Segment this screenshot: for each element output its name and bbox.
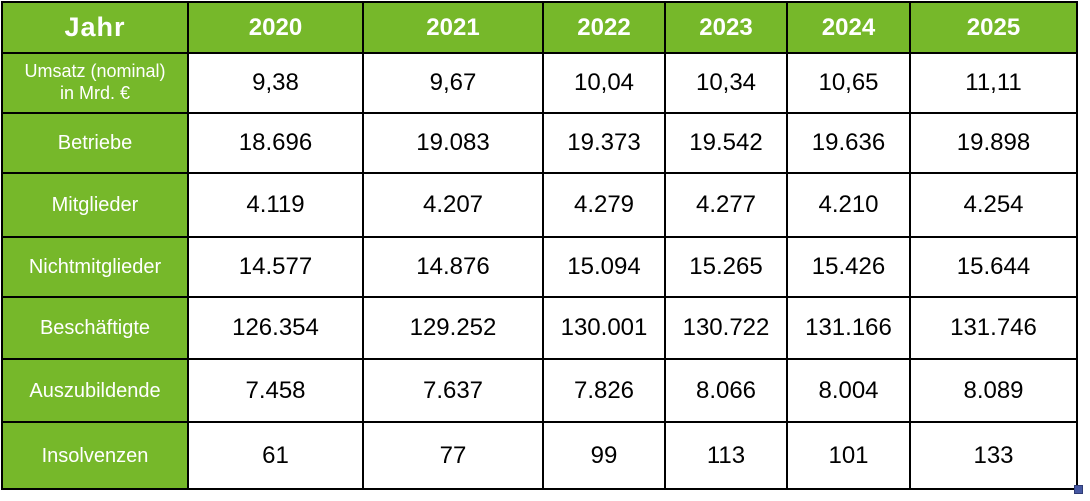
data-cell: 4.279 (542, 172, 666, 238)
row-label-auszubildende: Auszubildende (1, 358, 189, 423)
data-cell: 19.898 (909, 112, 1078, 174)
data-cell: 19.083 (362, 112, 544, 174)
table-row-auszubildende: Auszubildende 7.458 7.637 7.826 8.066 8.… (1, 358, 1078, 423)
data-cell: 130.001 (542, 296, 666, 360)
data-cell: 77 (362, 421, 544, 490)
data-cell: 18.696 (187, 112, 364, 174)
row-label-line1: Umsatz (nominal) (24, 61, 166, 82)
data-cell: 14.577 (187, 236, 364, 298)
data-cell: 15.644 (909, 236, 1078, 298)
row-label-beschaeftigte: Beschäftigte (1, 296, 189, 360)
data-cell: 10,65 (786, 52, 911, 114)
table-row-nichtmitglieder: Nichtmitglieder 14.577 14.876 15.094 15.… (1, 236, 1078, 298)
data-cell: 113 (664, 421, 788, 490)
data-cell: 14.876 (362, 236, 544, 298)
row-label-line1: Beschäftigte (39, 317, 151, 339)
data-cell: 133 (909, 421, 1078, 490)
data-cell: 101 (786, 421, 911, 490)
row-label-umsatz: Umsatz (nominal) in Mrd. € (1, 52, 189, 114)
data-cell: 10,34 (664, 52, 788, 114)
data-cell: 4.207 (362, 172, 544, 238)
data-cell: 15.094 (542, 236, 666, 298)
data-cell: 9,67 (362, 52, 544, 114)
data-cell: 4.119 (187, 172, 364, 238)
data-cell: 19.373 (542, 112, 666, 174)
data-cell: 4.277 (664, 172, 788, 238)
data-cell: 4.210 (786, 172, 911, 238)
data-cell: 8.004 (786, 358, 911, 423)
data-cell: 99 (542, 421, 666, 490)
data-cell: 61 (187, 421, 364, 490)
data-cell: 126.354 (187, 296, 364, 360)
data-cell: 7.458 (187, 358, 364, 423)
row-label-insolvenzen: Insolvenzen (1, 421, 189, 490)
header-row: Jahr 2020 2021 2022 2023 2024 2025 (1, 1, 1078, 54)
year-header-2021: 2021 (362, 1, 544, 54)
row-label-mitglieder: Mitglieder (1, 172, 189, 238)
data-cell: 4.254 (909, 172, 1078, 238)
table-row-mitglieder: Mitglieder 4.119 4.207 4.279 4.277 4.210… (1, 172, 1078, 238)
data-cell: 7.826 (542, 358, 666, 423)
statistics-table: Jahr 2020 2021 2022 2023 2024 2025 Umsat… (1, 1, 1078, 490)
table-row-umsatz: Umsatz (nominal) in Mrd. € 9,38 9,67 10,… (1, 52, 1078, 114)
year-header-2020: 2020 (187, 1, 364, 54)
row-label-line2: in Mrd. € (59, 83, 131, 103)
corner-header-jahr: Jahr (1, 1, 189, 54)
year-header-2023: 2023 (664, 1, 788, 54)
year-header-2025: 2025 (909, 1, 1078, 54)
data-cell: 129.252 (362, 296, 544, 360)
data-cell: 19.636 (786, 112, 911, 174)
data-cell: 8.089 (909, 358, 1078, 423)
data-cell: 131.166 (786, 296, 911, 360)
data-cell: 15.265 (664, 236, 788, 298)
data-cell: 15.426 (786, 236, 911, 298)
table-row-insolvenzen: Insolvenzen 61 77 99 113 101 133 (1, 421, 1078, 490)
table-row-beschaeftigte: Beschäftigte 126.354 129.252 130.001 130… (1, 296, 1078, 360)
data-cell: 8.066 (664, 358, 788, 423)
row-label-line1: Auszubildende (29, 379, 161, 402)
data-cell: 130.722 (664, 296, 788, 360)
table-resize-handle-icon[interactable] (1074, 485, 1083, 494)
table-row-betriebe: Betriebe 18.696 19.083 19.373 19.542 19.… (1, 112, 1078, 174)
row-label-line1: Betriebe (57, 132, 133, 154)
data-cell: 11,11 (909, 52, 1078, 114)
row-label-line1: Nichtmitglieder (28, 256, 162, 278)
row-label-nichtmitglieder: Nichtmitglieder (1, 236, 189, 298)
row-label-line1: Mitglieder (51, 194, 139, 216)
data-cell: 10,04 (542, 52, 666, 114)
year-header-2024: 2024 (786, 1, 911, 54)
data-cell: 9,38 (187, 52, 364, 114)
row-label-line1: Insolvenzen (41, 444, 149, 467)
data-cell: 131.746 (909, 296, 1078, 360)
data-cell: 7.637 (362, 358, 544, 423)
row-label-betriebe: Betriebe (1, 112, 189, 174)
year-header-2022: 2022 (542, 1, 666, 54)
data-cell: 19.542 (664, 112, 788, 174)
